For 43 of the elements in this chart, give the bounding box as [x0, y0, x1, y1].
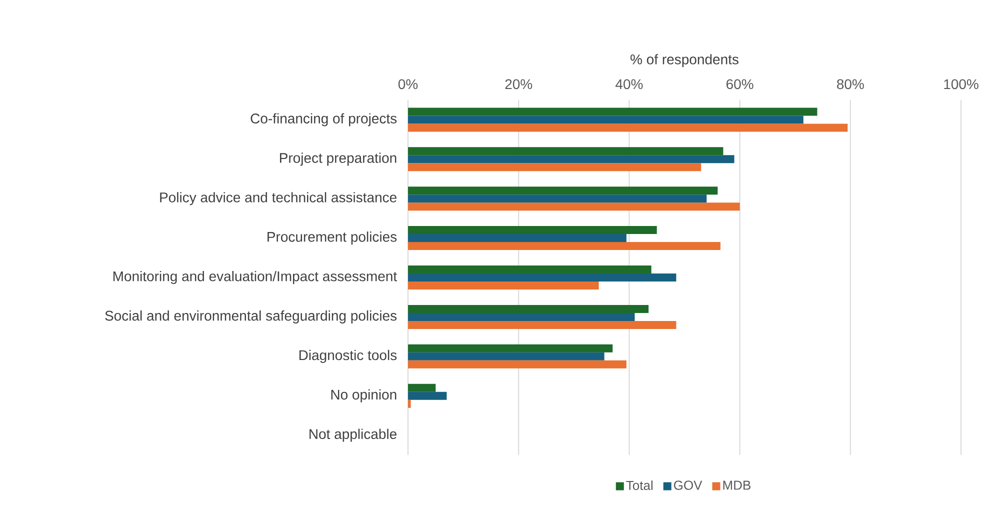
y-tick-label: Social and environmental safeguarding policies	[105, 310, 397, 324]
bar	[408, 282, 599, 290]
legend-label: MDB	[723, 480, 750, 490]
bar	[408, 392, 447, 400]
bar	[408, 352, 604, 360]
bar	[408, 202, 740, 211]
bar	[408, 274, 676, 282]
legend-label: GOV	[674, 480, 702, 490]
y-tick-label: Procurement policies	[268, 232, 397, 245]
bar	[408, 312, 635, 321]
y-tick-label: Co-financing of projects	[250, 113, 397, 126]
x-tick-label: 100%	[944, 79, 978, 90]
x-tick-label: 40%	[616, 79, 643, 90]
legend-label: Total	[626, 480, 652, 490]
bar	[408, 266, 652, 274]
y-tick-label: Diagnostic tools	[299, 350, 397, 363]
y-tick-label: No opinion	[331, 389, 396, 402]
x-tick-label: 80%	[837, 79, 864, 90]
bar	[408, 226, 657, 234]
x-axis-title: % of respondents	[630, 54, 738, 68]
y-tick-label: Policy advice and technical assistance	[160, 192, 396, 206]
bar	[408, 344, 613, 352]
y-tick-label: Monitoring and evaluation/Impact assessment	[113, 270, 397, 284]
bar	[408, 108, 818, 116]
x-tick-label: 20%	[505, 79, 532, 90]
bar	[408, 400, 411, 408]
bar	[408, 360, 626, 368]
bar	[408, 234, 626, 242]
y-tick-label: Not applicable	[310, 428, 396, 442]
bar	[408, 384, 436, 392]
bar	[408, 147, 724, 156]
bar	[408, 186, 718, 195]
x-tick-label: 60%	[726, 79, 754, 90]
bar	[408, 124, 848, 132]
bar	[408, 155, 734, 164]
bar	[408, 116, 804, 124]
y-tick-label: Project preparation	[280, 152, 396, 166]
x-tick-label: 0%	[398, 79, 418, 90]
bar	[408, 163, 702, 172]
bar	[408, 320, 676, 329]
bar	[408, 194, 707, 203]
bar	[408, 242, 720, 250]
bar	[408, 304, 649, 313]
